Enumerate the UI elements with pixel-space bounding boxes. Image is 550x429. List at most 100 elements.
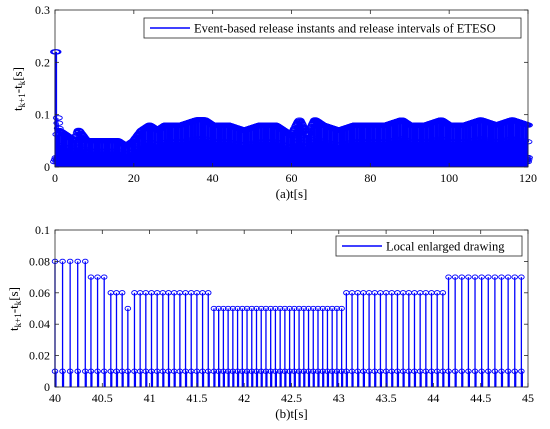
bottom-x-tick-label: 40.5: [92, 391, 113, 405]
bottom-legend-box: [335, 235, 523, 257]
stem-marker-low: [124, 368, 132, 374]
stem-marker: [281, 305, 289, 312]
bottom-x-tick-label: 44: [427, 391, 439, 405]
top-panel: 0 20 40 60 80 100 120 0 0.1 0.2 0.3 Event-based re…: [10, 3, 537, 201]
top-x-tick-label: 60: [286, 171, 298, 185]
stem-marker: [100, 274, 108, 280]
stem-marker: [300, 305, 308, 312]
stem-marker: [478, 274, 485, 280]
stem-marker: [511, 274, 519, 280]
stem-marker: [248, 305, 256, 312]
stem-marker-low: [210, 368, 218, 374]
bottom-x-axis-label: (b)t[s]: [275, 406, 308, 421]
stem-marker-low: [319, 368, 326, 374]
stem-marker-low: [215, 368, 222, 374]
bottom-x-tick-label: 45: [522, 391, 534, 405]
stem-marker-low: [310, 368, 317, 374]
bottom-stems: [51, 258, 525, 387]
top-x-tick-label: 40: [207, 171, 219, 185]
top-legend-box: [143, 17, 522, 39]
stem-marker-low: [333, 368, 341, 374]
bottom-x-tick-label: 43: [333, 391, 345, 405]
stem-marker-low: [224, 368, 232, 374]
bottom-x-tick-label: 44.5: [470, 391, 491, 405]
stem-marker-low: [220, 368, 227, 374]
stem-marker-low: [445, 368, 452, 374]
stem-marker: [210, 305, 218, 312]
stem-marker-low: [267, 368, 274, 374]
stem-marker-low: [451, 368, 459, 374]
bottom-ticks: 40 40.5 41 41.5 42 42.5 43 43.5 44 44.5 45 0 0.02 0.0…: [29, 223, 534, 405]
stem-marker: [310, 305, 317, 312]
stem-marker: [471, 274, 479, 280]
stem-marker: [272, 305, 279, 312]
top-stems: [50, 49, 533, 167]
stem-marker-low: [498, 368, 505, 374]
stem-marker-low: [511, 368, 519, 374]
stem-marker: [518, 274, 525, 280]
bottom-y-axis-label: tk+1-tk[s]: [6, 287, 23, 331]
stem-marker: [220, 305, 227, 312]
stem-marker: [234, 305, 241, 312]
bottom-y-tick-label: 0.08: [29, 254, 50, 268]
stem-marker-low: [94, 368, 101, 374]
top-y-axis-label: tk+1-tk[s]: [10, 67, 27, 111]
bottom-legend-label: Local enlarged drawing: [386, 240, 505, 254]
top-x-axis-label: (a)t[s]: [276, 186, 308, 201]
top-x-tick-label: 20: [128, 171, 140, 185]
stem-marker-low: [257, 368, 265, 374]
stem-marker: [253, 305, 260, 312]
stem-marker: [333, 305, 341, 312]
stem-marker-low: [74, 368, 81, 374]
stem-marker: [94, 274, 101, 280]
stem-marker: [243, 305, 251, 312]
stem-marker-low: [300, 368, 308, 374]
stem-marker-low: [272, 368, 279, 374]
top-ticks: 0 20 40 60 80 100 120 0 0.1 0.2 0.3: [35, 3, 537, 185]
stem-marker-low: [262, 368, 270, 374]
top-x-tick-label: 0: [52, 171, 58, 185]
bottom-x-tick-label: 41: [144, 391, 156, 405]
stem-marker-low: [291, 368, 298, 374]
stem-marker: [338, 305, 345, 312]
stem-marker: [51, 49, 62, 55]
stem-marker: [498, 274, 505, 280]
stem-marker-low: [478, 368, 485, 374]
stem-marker: [305, 305, 312, 312]
bottom-y-tick-label: 0.02: [29, 349, 50, 363]
stem-marker: [485, 274, 492, 280]
stem-marker: [66, 258, 74, 265]
stem-marker: [276, 305, 284, 312]
stem-marker-low: [59, 368, 66, 374]
stem-marker: [439, 290, 447, 296]
top-x-tick-label: 100: [440, 171, 458, 185]
stem-marker-low: [504, 368, 512, 374]
top-y-tick-label: 0.3: [35, 3, 50, 17]
stem-marker: [328, 305, 336, 312]
bottom-y-tick-label: 0.1: [35, 223, 50, 237]
stem-marker-low: [295, 368, 303, 374]
stem-marker-low: [253, 368, 260, 374]
stem-marker: [52, 115, 63, 121]
bottom-y-tick-label: 0.04: [29, 317, 50, 331]
stem-marker: [451, 274, 459, 280]
bottom-y-tick-label: 0.06: [29, 286, 50, 300]
stem-marker-low: [465, 368, 472, 374]
stem-marker: [215, 305, 222, 312]
stem-marker-low: [87, 368, 95, 374]
stem-marker-low: [485, 368, 492, 374]
stem-marker-low: [458, 368, 466, 374]
stem-marker-low: [471, 368, 479, 374]
bottom-x-tick-label: 40: [49, 391, 61, 405]
stem-marker: [224, 305, 232, 312]
stem-marker-low: [328, 368, 336, 374]
stem-marker: [59, 258, 66, 265]
stem-marker: [324, 305, 331, 312]
stem-marker-low: [324, 368, 331, 374]
stem-marker-low: [314, 368, 322, 374]
stem-marker-low: [518, 368, 525, 374]
stem-marker: [319, 305, 326, 312]
stem-marker: [82, 258, 89, 265]
top-x-tick-label: 80: [364, 171, 376, 185]
